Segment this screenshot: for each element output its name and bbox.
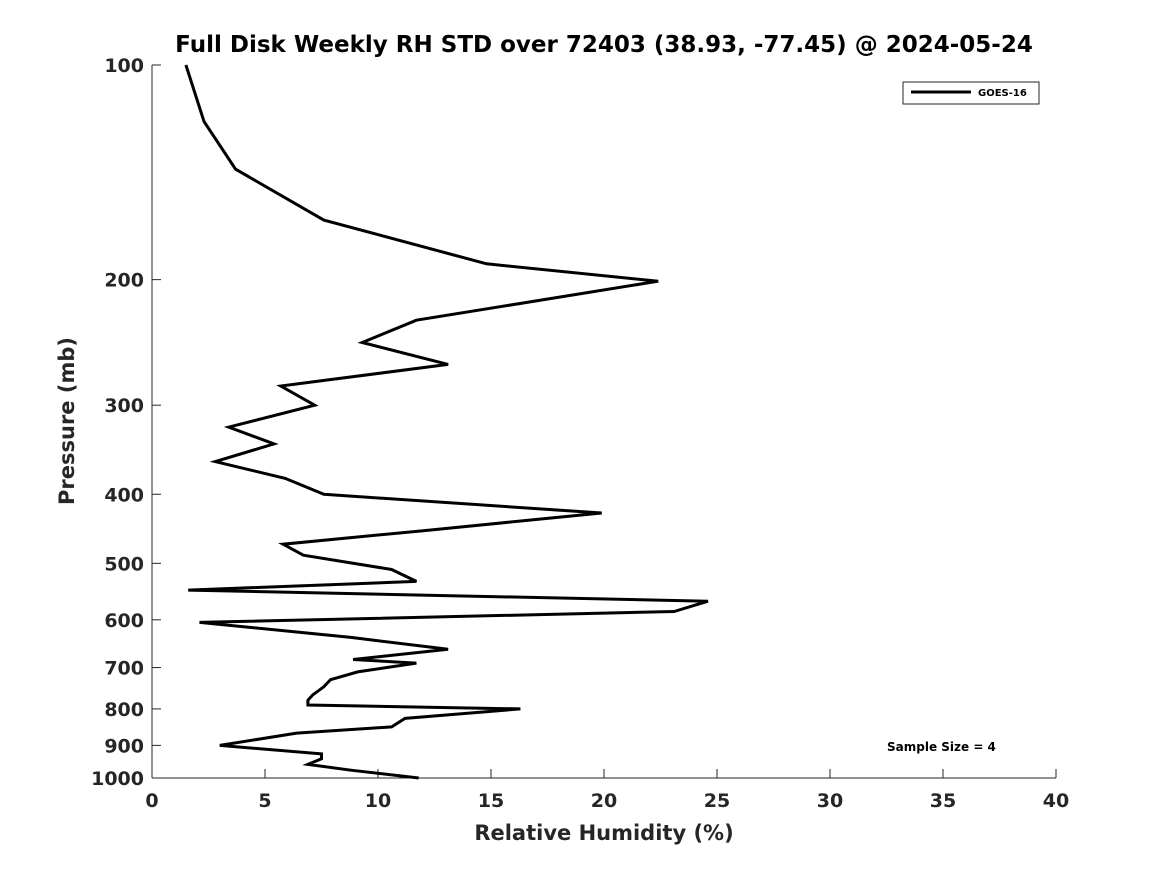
x-axis-label: Relative Humidity (%) xyxy=(474,821,733,845)
x-tick-label: 15 xyxy=(478,790,504,812)
y-tick-label: 300 xyxy=(104,395,144,417)
y-tick-label: 1000 xyxy=(91,768,144,790)
y-tick-label: 800 xyxy=(104,699,144,721)
series-line-goes-16 xyxy=(184,64,709,780)
y-tick-label: 100 xyxy=(104,55,144,77)
x-tick-label: 25 xyxy=(704,790,730,812)
y-tick-label: 200 xyxy=(104,270,144,292)
y-tick-label: 600 xyxy=(104,610,144,632)
x-tick-label: 5 xyxy=(258,790,271,812)
y-axis-label: Pressure (mb) xyxy=(55,337,79,505)
y-tick-label: 500 xyxy=(104,553,144,575)
x-tick-label: 30 xyxy=(817,790,843,812)
x-tick-label: 35 xyxy=(930,790,956,812)
x-tick-label: 10 xyxy=(365,790,391,812)
y-tick-label: 900 xyxy=(104,735,144,757)
x-tick-label: 20 xyxy=(591,790,617,812)
chart-title: Full Disk Weekly RH STD over 72403 (38.9… xyxy=(175,32,1033,58)
y-tick-label: 400 xyxy=(104,484,144,506)
x-tick-label: 40 xyxy=(1043,790,1069,812)
x-tick-label: 0 xyxy=(145,790,158,812)
sample-size-annotation: Sample Size = 4 xyxy=(887,740,996,754)
y-tick-label: 700 xyxy=(104,658,144,680)
y-tick-group: 100 200 300 400 500 600 700 800 900 1000 xyxy=(91,55,161,790)
legend-label-goes-16: GOES-16 xyxy=(978,88,1027,99)
x-tick-group: 0 5 10 15 20 25 30 35 40 xyxy=(145,769,1069,812)
legend: GOES-16 xyxy=(902,81,1040,105)
